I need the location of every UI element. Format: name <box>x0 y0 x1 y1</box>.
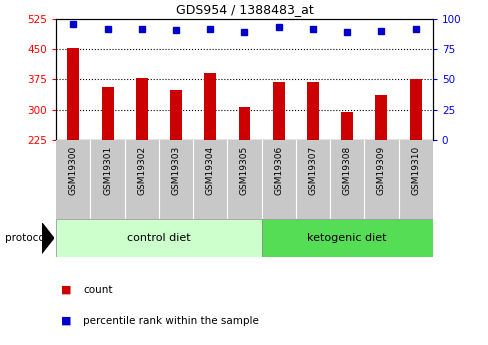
Bar <box>136 78 147 230</box>
Bar <box>102 87 113 230</box>
Text: GSM19307: GSM19307 <box>308 146 317 195</box>
Bar <box>272 82 284 230</box>
Text: GSM19304: GSM19304 <box>205 146 214 195</box>
Bar <box>204 73 216 230</box>
Bar <box>306 82 318 230</box>
Text: GSM19305: GSM19305 <box>240 146 248 195</box>
Text: GSM19303: GSM19303 <box>171 146 180 195</box>
Text: ■: ■ <box>61 285 71 295</box>
Text: GSM19302: GSM19302 <box>137 146 146 195</box>
Bar <box>56 219 261 257</box>
Text: GSM19310: GSM19310 <box>410 146 419 195</box>
Polygon shape <box>41 223 54 254</box>
Bar <box>238 107 250 230</box>
Text: control diet: control diet <box>127 233 190 243</box>
Text: ■: ■ <box>61 316 71 326</box>
Bar <box>67 48 79 230</box>
Text: protocol: protocol <box>5 233 47 243</box>
Bar <box>261 219 432 257</box>
Text: ketogenic diet: ketogenic diet <box>307 233 386 243</box>
Bar <box>341 112 352 230</box>
Bar <box>409 79 421 230</box>
Bar <box>375 96 386 230</box>
Text: count: count <box>83 285 112 295</box>
Text: GSM19300: GSM19300 <box>69 146 78 195</box>
Title: GDS954 / 1388483_at: GDS954 / 1388483_at <box>175 3 313 17</box>
Text: GSM19309: GSM19309 <box>376 146 385 195</box>
Bar <box>170 90 182 230</box>
Text: GSM19306: GSM19306 <box>274 146 283 195</box>
Text: GSM19301: GSM19301 <box>103 146 112 195</box>
Text: GSM19308: GSM19308 <box>342 146 351 195</box>
Text: percentile rank within the sample: percentile rank within the sample <box>83 316 259 326</box>
